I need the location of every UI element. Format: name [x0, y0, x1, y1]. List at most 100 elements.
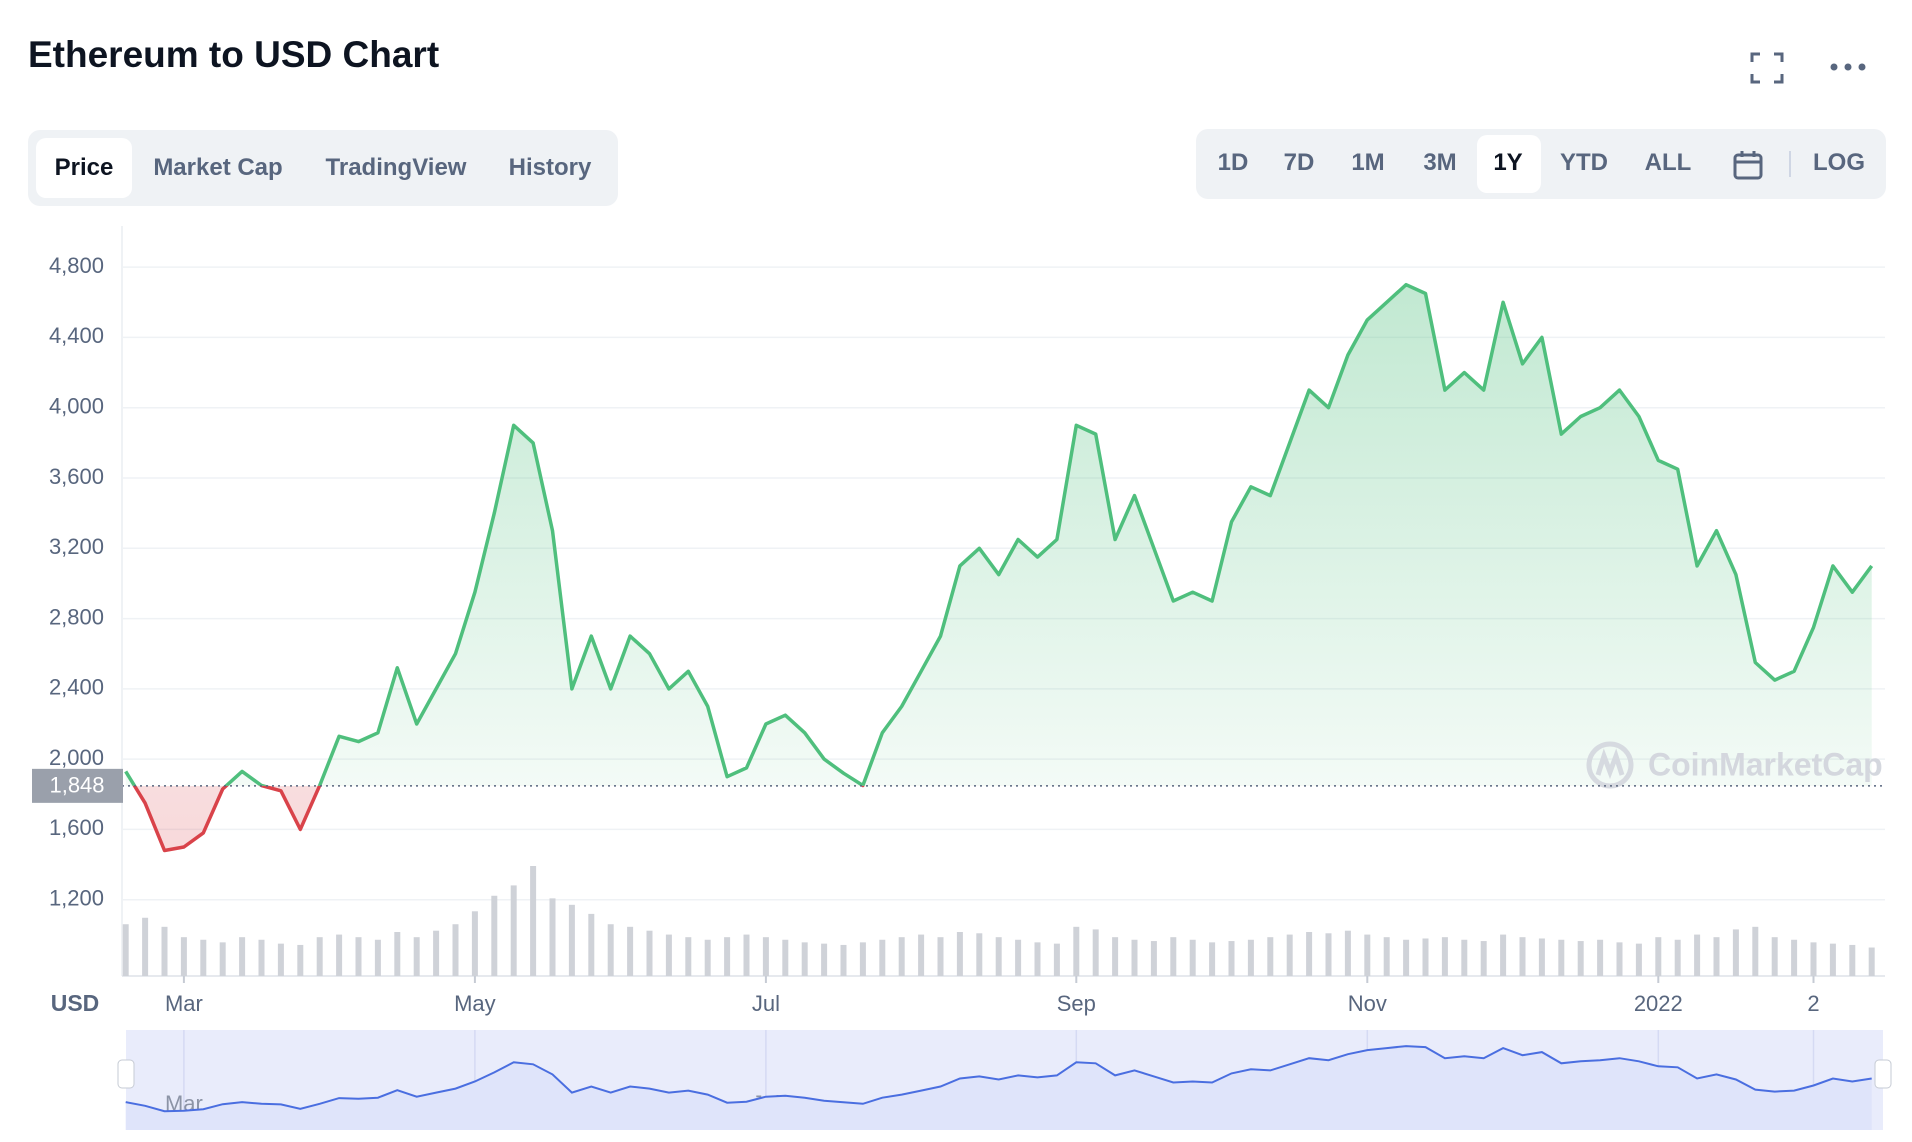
- divider: [1789, 151, 1791, 177]
- volume-bar: [1635, 943, 1642, 976]
- volume-bar: [1073, 926, 1080, 976]
- volume-bar: [1655, 937, 1662, 976]
- volume-bar: [1053, 943, 1060, 976]
- y-tick-label: 1,600: [49, 815, 104, 840]
- tab-group: Price Market Cap TradingView History: [28, 130, 618, 206]
- range-button[interactable]: 1D: [1217, 149, 1249, 176]
- volume-bar: [219, 942, 226, 976]
- volume-bar: [1422, 938, 1429, 976]
- volume-bar: [491, 895, 498, 976]
- volume-bar: [1538, 938, 1545, 976]
- active-tab-bg: [36, 138, 132, 198]
- volume-bar: [1771, 937, 1778, 976]
- volume-bar: [374, 939, 381, 976]
- volume-bar: [1383, 937, 1390, 976]
- y-tick-label: 4,000: [49, 394, 104, 419]
- volume-bar: [1441, 937, 1448, 976]
- volume-bar: [1015, 939, 1022, 976]
- volume-bar: [336, 934, 343, 976]
- price-line-up: [124, 282, 1874, 786]
- volume-bar: [1364, 934, 1371, 976]
- volume-bar: [1286, 934, 1293, 976]
- volume-bar: [801, 942, 808, 976]
- navigator-handle[interactable]: [1874, 1059, 1892, 1089]
- volume-bar: [685, 937, 692, 976]
- volume-bar: [762, 937, 769, 976]
- volume-bar: [607, 924, 614, 976]
- volume-bar: [821, 943, 828, 976]
- navigator-area: [125, 1046, 1872, 1130]
- volume-bar: [724, 937, 731, 976]
- volume-bar: [471, 911, 478, 976]
- volume-bar: [1694, 934, 1701, 976]
- volume-bar: [898, 937, 905, 976]
- x-tick-label: Mar: [165, 991, 203, 1016]
- log-button[interactable]: LOG: [1813, 149, 1865, 176]
- x-tick-label: Nov: [1348, 991, 1387, 1016]
- volume-bar: [1267, 937, 1274, 976]
- y-tick-label: 3,200: [49, 534, 104, 559]
- volume-bar: [297, 944, 304, 976]
- volume-bar: [782, 939, 789, 976]
- volume-bar: [1189, 939, 1196, 976]
- volume-bar: [1577, 941, 1584, 976]
- volume-bar: [1597, 939, 1604, 976]
- range-button[interactable]: ALL: [1644, 149, 1692, 176]
- volume-bar: [1034, 942, 1041, 976]
- volume-bar: [1209, 942, 1216, 976]
- volume-bar: [1403, 939, 1410, 976]
- volume-bar: [1713, 937, 1720, 976]
- volume-bar: [588, 913, 595, 976]
- calendar-icon[interactable]: [1732, 149, 1764, 181]
- volume-bar: [1112, 937, 1119, 976]
- x-tick-label: Jul: [752, 991, 780, 1016]
- y-tick-label: 2,800: [49, 604, 104, 629]
- volume-bar: [840, 944, 847, 976]
- tab[interactable]: Market Cap: [153, 154, 283, 181]
- volume-bar: [1247, 939, 1254, 976]
- volume-bar: [1791, 939, 1798, 976]
- more-icon[interactable]: [1828, 60, 1868, 74]
- y-tick-label: 1,200: [49, 886, 104, 911]
- tab[interactable]: History: [508, 154, 592, 181]
- area-up: [125, 284, 1872, 786]
- volume-bar: [646, 930, 653, 976]
- y-tick-label: 4,400: [49, 323, 104, 348]
- reference-label: 1,848: [49, 773, 104, 798]
- navigator-line: [125, 1045, 1872, 1113]
- y-tick-label: 4,800: [49, 253, 104, 278]
- volume-bar: [200, 939, 207, 976]
- range-button[interactable]: 1Y: [1493, 149, 1523, 176]
- volume-bar: [1732, 929, 1739, 976]
- range-button[interactable]: 1M: [1351, 149, 1385, 176]
- x-tick-label: 2022: [1634, 991, 1683, 1016]
- volume-bar: [995, 937, 1002, 976]
- volume-bar: [568, 904, 575, 976]
- volume-bar: [1344, 930, 1351, 976]
- volume-bar: [355, 937, 362, 976]
- volume-bar: [180, 937, 187, 976]
- volume-bar: [1752, 926, 1759, 976]
- volume-bar: [1170, 937, 1177, 976]
- volume-bar: [704, 939, 711, 976]
- range-button[interactable]: 3M: [1423, 149, 1457, 176]
- range-button[interactable]: YTD: [1560, 149, 1608, 176]
- fullscreen-icon[interactable]: [1750, 52, 1784, 84]
- volume-bar: [743, 934, 750, 976]
- tab[interactable]: Price: [54, 154, 114, 181]
- volume-bar: [976, 933, 983, 976]
- area-down: [134, 785, 320, 851]
- range-button[interactable]: 7D: [1283, 149, 1315, 176]
- tab[interactable]: TradingView: [325, 154, 467, 181]
- volume-bar: [161, 926, 168, 976]
- volume-bar: [258, 939, 265, 976]
- volume-bar: [665, 934, 672, 976]
- volume-bar: [627, 926, 634, 976]
- page-title: Ethereum to USD Chart: [28, 34, 440, 75]
- volume-bar: [394, 932, 401, 976]
- volume-bar: [413, 937, 420, 976]
- navigator-handle[interactable]: [117, 1059, 135, 1089]
- volume-bar: [1616, 942, 1623, 976]
- active-range-bg: [1477, 135, 1541, 193]
